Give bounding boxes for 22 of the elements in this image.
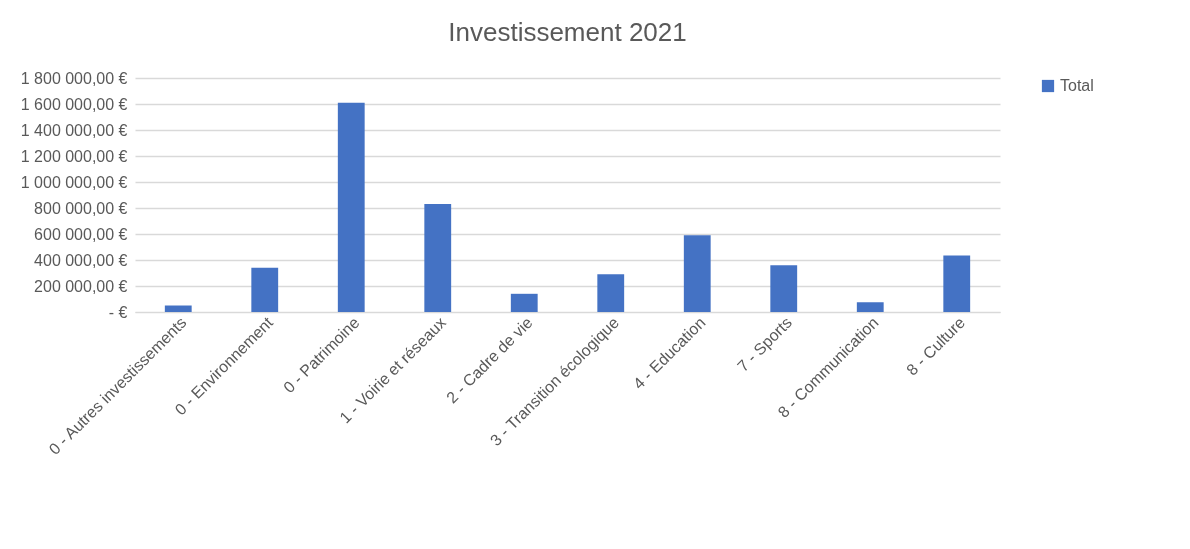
bar	[683, 235, 711, 312]
bar	[856, 302, 884, 312]
y-tick-label: 1 400 000,00 €	[20, 121, 128, 139]
y-tick-label: 400 000,00 €	[34, 251, 128, 269]
bar	[164, 305, 192, 312]
legend-label: Total	[1060, 77, 1094, 94]
y-tick-label: - €	[108, 303, 128, 321]
bar	[337, 102, 365, 312]
y-tick-label: 1 800 000,00 €	[20, 69, 128, 87]
y-tick-label: 600 000,00 €	[34, 225, 128, 243]
bar	[251, 267, 279, 312]
bar	[597, 274, 625, 312]
y-tick-label: 1 200 000,00 €	[20, 147, 128, 165]
bar	[510, 293, 538, 312]
y-tick-label: 1 000 000,00 €	[20, 173, 128, 191]
bar	[770, 265, 798, 312]
bar	[943, 255, 971, 312]
y-tick-label: 1 600 000,00 €	[20, 95, 128, 113]
y-tick-label: 800 000,00 €	[34, 199, 128, 217]
chart-title: Investissement 2021	[448, 17, 687, 47]
bar	[424, 204, 452, 312]
y-tick-label: 200 000,00 €	[34, 277, 128, 295]
